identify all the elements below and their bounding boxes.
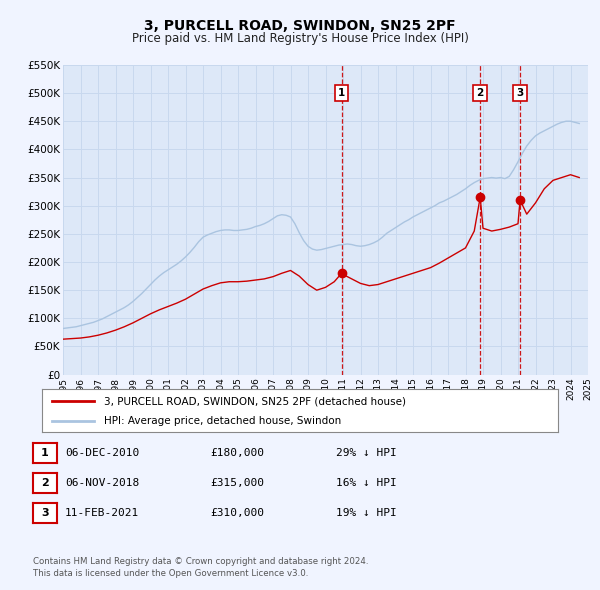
Text: Price paid vs. HM Land Registry's House Price Index (HPI): Price paid vs. HM Land Registry's House … [131,32,469,45]
Text: Contains HM Land Registry data © Crown copyright and database right 2024.: Contains HM Land Registry data © Crown c… [33,557,368,566]
Text: 29% ↓ HPI: 29% ↓ HPI [336,448,397,458]
Text: 19% ↓ HPI: 19% ↓ HPI [336,509,397,518]
Text: 06-NOV-2018: 06-NOV-2018 [65,478,139,488]
Text: 1: 1 [338,88,345,98]
Text: £310,000: £310,000 [210,509,264,518]
Text: 2: 2 [41,478,49,488]
Text: £315,000: £315,000 [210,478,264,488]
Text: 11-FEB-2021: 11-FEB-2021 [65,509,139,518]
Text: 06-DEC-2010: 06-DEC-2010 [65,448,139,458]
Text: This data is licensed under the Open Government Licence v3.0.: This data is licensed under the Open Gov… [33,569,308,578]
Text: 3, PURCELL ROAD, SWINDON, SN25 2PF (detached house): 3, PURCELL ROAD, SWINDON, SN25 2PF (deta… [104,396,406,407]
Text: 2: 2 [476,88,484,98]
Text: 3: 3 [517,88,524,98]
Text: £180,000: £180,000 [210,448,264,458]
Text: 1: 1 [41,448,49,458]
Text: 3, PURCELL ROAD, SWINDON, SN25 2PF: 3, PURCELL ROAD, SWINDON, SN25 2PF [144,19,456,33]
Text: 16% ↓ HPI: 16% ↓ HPI [336,478,397,488]
Text: HPI: Average price, detached house, Swindon: HPI: Average price, detached house, Swin… [104,417,341,426]
Text: 3: 3 [41,509,49,518]
